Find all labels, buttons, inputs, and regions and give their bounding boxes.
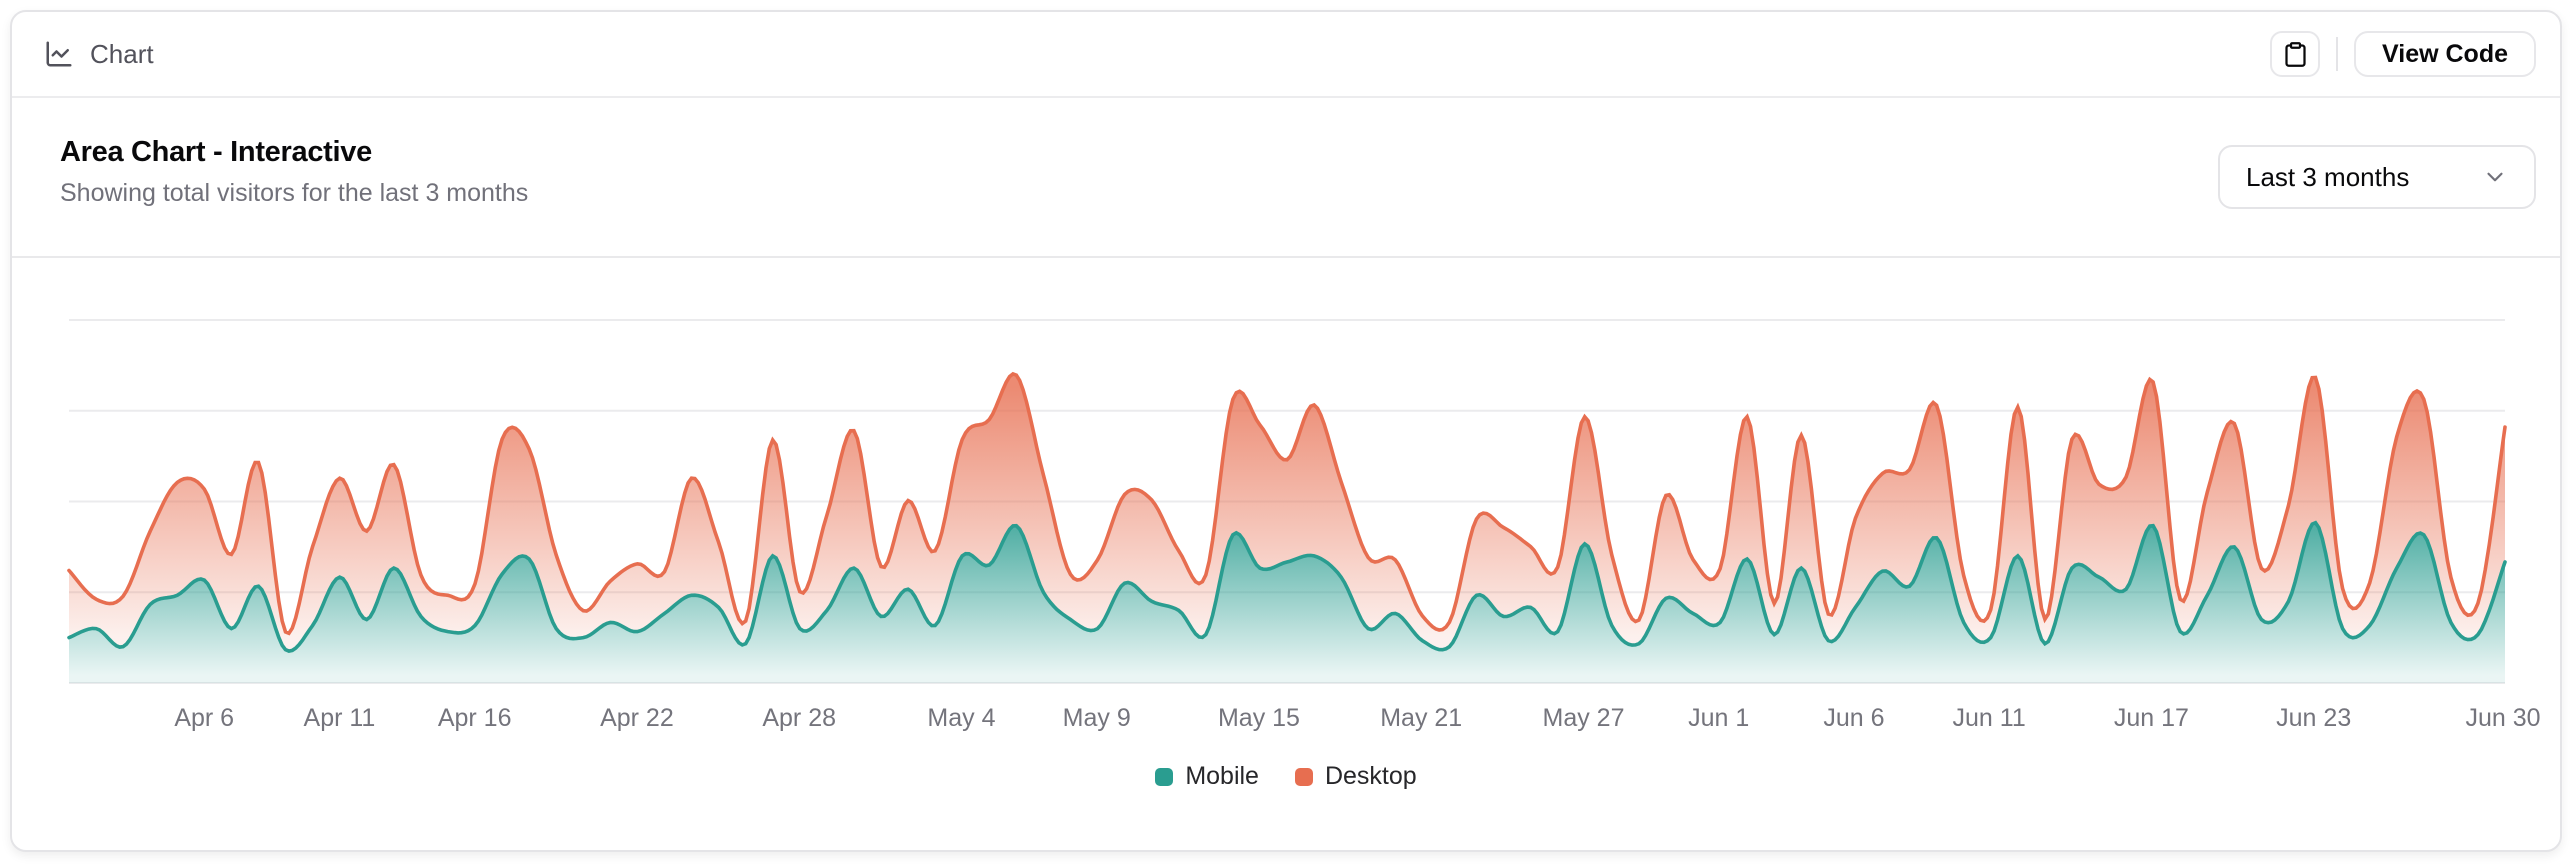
x-tick-label: Jun 11 [1952, 704, 2026, 732]
time-range-value: Last 3 months [2246, 161, 2410, 192]
copy-code-button[interactable] [2270, 31, 2321, 77]
legend-label: Mobile [1185, 762, 1259, 790]
legend-item-desktop: Desktop [1294, 762, 1417, 791]
x-tick-label: Jun 1 [1688, 704, 1750, 732]
legend-swatch [1294, 767, 1313, 786]
legend-item-mobile: Mobile [1155, 762, 1259, 791]
page-title: Area Chart - Interactive [60, 136, 372, 168]
toolbar-left: Chart [44, 39, 154, 70]
toolbar-separator [2336, 37, 2339, 71]
x-tick-label: Apr 16 [437, 704, 512, 732]
x-tick-label: May 27 [1542, 704, 1625, 732]
card-header-text: Area Chart - Interactive Showing total v… [60, 136, 528, 208]
x-tick-label: Apr 28 [762, 704, 837, 732]
x-tick-label: May 15 [1217, 704, 1300, 732]
chart-line-icon [46, 41, 72, 67]
toolbar-actions: View Code [2270, 31, 2536, 77]
card-content: Apr 6 Apr 11 Apr 16 Apr 22 Apr 28 May 4 May 9 M… [12, 258, 2560, 850]
clipboard-icon [2284, 41, 2306, 67]
area-chart-plot [67, 262, 2507, 688]
x-tick-label: May 4 [927, 704, 996, 732]
x-tick-label: Apr 11 [303, 704, 376, 732]
x-tick-label: May 21 [1380, 704, 1463, 732]
x-tick-label: Jun 30 [2465, 704, 2541, 732]
x-tick-label: May 9 [1062, 704, 1131, 732]
preview-toolbar: Chart View Code [12, 12, 2560, 98]
x-axis: Apr 6 Apr 11 Apr 16 Apr 22 Apr 28 May 4 May 9 M… [69, 688, 2540, 736]
chevron-down-icon [2487, 172, 2503, 182]
card-header: Area Chart - Interactive Showing total v… [12, 98, 2560, 258]
view-code-button[interactable]: View Code [2354, 31, 2536, 77]
x-tick-label: Jun 23 [2276, 704, 2352, 732]
area-chart-svg [67, 319, 2507, 684]
x-tick-label: Jun 6 [1823, 704, 1885, 732]
x-tick-label: Apr 6 [174, 704, 235, 732]
chart-legend: Mobile Desktop [12, 762, 2560, 791]
toolbar-title: Chart [90, 38, 154, 69]
x-tick-label: Apr 22 [600, 704, 674, 732]
x-tick-label: Jun 17 [2113, 704, 2189, 732]
legend-swatch [1155, 767, 1174, 786]
legend-label: Desktop [1324, 762, 1417, 790]
card-subtitle: Showing total visitors for the last 3 mo… [60, 179, 529, 207]
time-range-select[interactable]: Last 3 months [2218, 145, 2536, 209]
chart-preview-card: Chart View Code Area Chart - Interactive… [10, 10, 2562, 852]
